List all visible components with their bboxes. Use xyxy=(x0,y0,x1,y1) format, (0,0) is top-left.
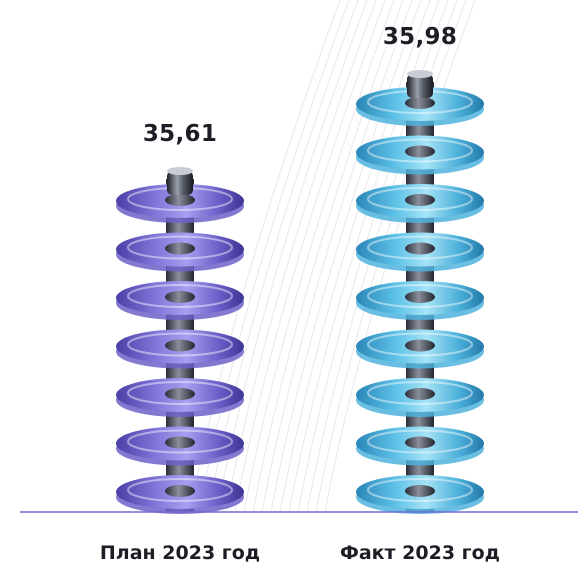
data-label-fact: 35,98 xyxy=(383,24,457,50)
category-label-fact: Факт 2023 год xyxy=(340,542,500,563)
bar-disc xyxy=(116,233,244,272)
bar-disc xyxy=(356,427,484,466)
bar-disc xyxy=(356,330,484,369)
bar-disc xyxy=(356,378,484,417)
bar-disc xyxy=(356,475,484,514)
bar-disc xyxy=(116,475,244,514)
bar-disc xyxy=(116,378,244,417)
bar-disc xyxy=(116,427,244,466)
category-label-plan: План 2023 год xyxy=(100,542,260,563)
bar-disc xyxy=(116,281,244,320)
bar-disc xyxy=(356,136,484,175)
bar-disc xyxy=(356,233,484,272)
bar-fact xyxy=(356,70,484,514)
bar-disc xyxy=(116,330,244,369)
bar-disc xyxy=(356,184,484,223)
bar-cap xyxy=(167,167,193,195)
bar-cap xyxy=(407,70,433,98)
data-label-plan: 35,61 xyxy=(143,121,217,147)
bar-plan xyxy=(116,167,244,514)
bar-disc xyxy=(356,281,484,320)
